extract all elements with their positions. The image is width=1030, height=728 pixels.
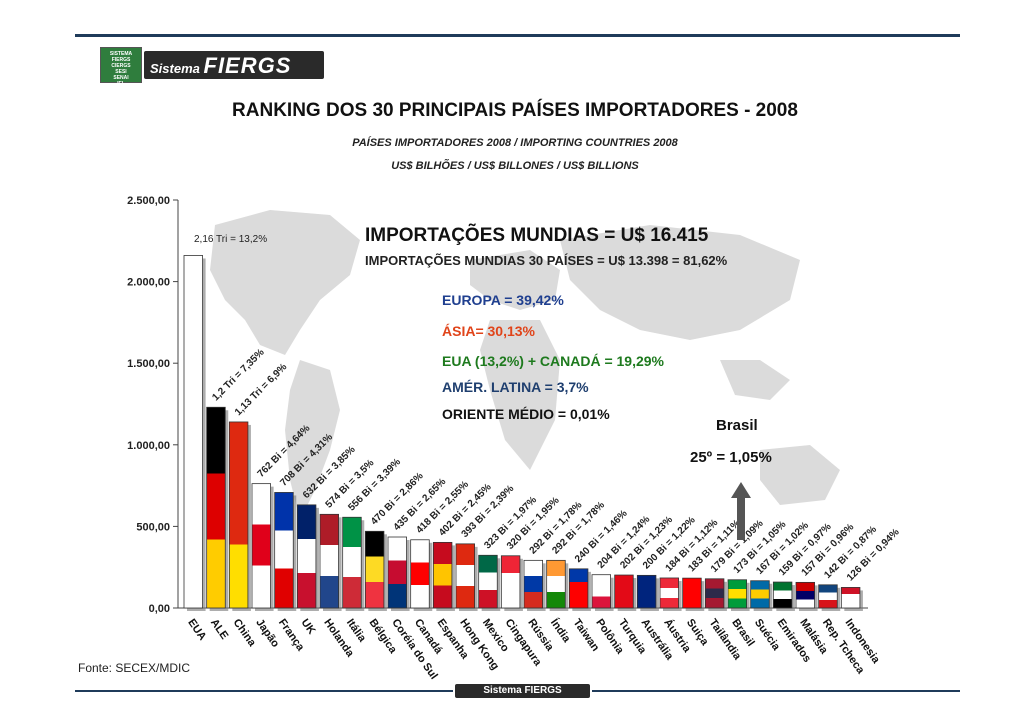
brasil-arrow-icon [731, 482, 751, 540]
world-map-background [210, 210, 840, 520]
bar-mexico [478, 554, 498, 609]
bar-indonesia [840, 587, 861, 609]
category-label: UK [299, 617, 318, 637]
region-usa-canada: EUA (13,2%) + CANADÁ = 19,29% [442, 353, 665, 369]
page-subtitle-2: US$ BILHÕES / US$ BILLONES / US$ BILLION… [391, 160, 639, 172]
page-title: RANKING DOS 30 PRINCIPAIS PAÍSES IMPORTA… [232, 100, 798, 121]
page-subtitle-1: PAÍSES IMPORTADORES 2008 / IMPORTING COU… [352, 137, 678, 149]
y-tick-label: 2.000,00 [127, 277, 170, 289]
top-rule [75, 34, 960, 37]
bar-taiwan [568, 568, 589, 609]
logo-seal-line: IEL [117, 81, 125, 87]
bar-su-cia [750, 580, 770, 609]
bar-fran-a [274, 492, 294, 609]
bar-uk [296, 504, 317, 609]
y-tick-label: 1.500,00 [127, 358, 170, 370]
logo-seal-line: SENAI [113, 75, 129, 81]
bottom-rule-right [592, 690, 960, 692]
bar-r-ssia [523, 559, 543, 609]
bar-mal-sia [795, 581, 815, 609]
category-label: China [231, 617, 259, 650]
bar-austr-lia [636, 574, 657, 609]
region-latam: AMÉR. LATINA = 3,7% [442, 379, 589, 395]
bar-china [228, 421, 249, 609]
fiergs-logo: SISTEMA FIERGS CIERGS SESI SENAI IEL Sistema … [100, 47, 325, 87]
bar-it-lia [342, 516, 362, 609]
region-middle-east: ORIENTE MÉDIO = 0,01% [442, 406, 610, 422]
brasil-rank: 25º = 1,05% [690, 449, 772, 466]
y-tick-label: 1.000,00 [127, 440, 170, 452]
value-label: 2,16 Tri = 13,2% [194, 234, 267, 245]
bar-ale [206, 406, 226, 609]
bar-jap-o [251, 483, 271, 609]
bar-canad- [410, 539, 430, 609]
summary-annotations: IMPORTAÇÕES MUNDIAS = U$ 16.415 IMPORTAÇ… [365, 224, 772, 540]
value-labels: 2,16 Tri = 13,2%1,2 Tri = 7,35%1,13 Tri … [194, 234, 902, 584]
bar-cor-ia-do-sul [387, 536, 407, 609]
bar-b-lgica [364, 530, 385, 609]
y-tick-label: 500,00 [136, 521, 170, 533]
logo-seal-line: FIERGS [111, 57, 131, 63]
chart-bars [183, 255, 863, 611]
brasil-label: Brasil [716, 417, 758, 434]
source-note: Fonte: SECEX/MDIC [78, 661, 191, 675]
y-tick-label: 2.500,00 [127, 195, 170, 207]
logo-seal-line: SESI [115, 69, 127, 75]
bar-tail-ndia [704, 578, 725, 609]
world-total-note: IMPORTAÇÕES MUNDIAS = U$ 16.415 [365, 224, 709, 246]
region-europe: EUROPA = 39,42% [442, 292, 564, 308]
bottom-rule [75, 690, 453, 692]
logo-seal-line: CIERGS [111, 63, 131, 69]
logo-seal-line: SISTEMA [109, 51, 133, 57]
bar-emirados [772, 581, 793, 609]
bar-rep-tcheca [818, 584, 838, 609]
chart-axes: 0,00 500,00 1.000,00 1.500,00 2.000,00 2.500,… [127, 195, 868, 615]
bar-espanha [432, 541, 453, 609]
region-asia: ÁSIA= 30,13% [442, 323, 536, 339]
bar-eua [183, 255, 203, 609]
category-label: EUA [185, 617, 208, 643]
bar-holanda [319, 513, 339, 609]
bar-cingapura [500, 555, 521, 609]
footer-brand: Sistema FIERGS [455, 684, 590, 698]
bar-sui-a [682, 577, 702, 609]
bar--ustria [659, 577, 679, 609]
bar--ndia [546, 559, 566, 609]
y-tick-label: 0,00 [149, 603, 170, 615]
logo-seal: SISTEMA FIERGS CIERGS SESI SENAI IEL [100, 47, 142, 87]
category-label: ALE [208, 617, 230, 642]
top30-total-note: IMPORTAÇÕES MUNDIAS 30 PAÍSES = U$ 13.39… [365, 253, 728, 268]
bar-turquia [614, 574, 634, 609]
logo-wordmark: Sistema FIERGS [150, 53, 292, 78]
bar-pol-nia [591, 574, 611, 609]
logo-bar [144, 51, 324, 79]
bar-hong-kong [455, 543, 475, 609]
bar-brasil [727, 579, 747, 609]
